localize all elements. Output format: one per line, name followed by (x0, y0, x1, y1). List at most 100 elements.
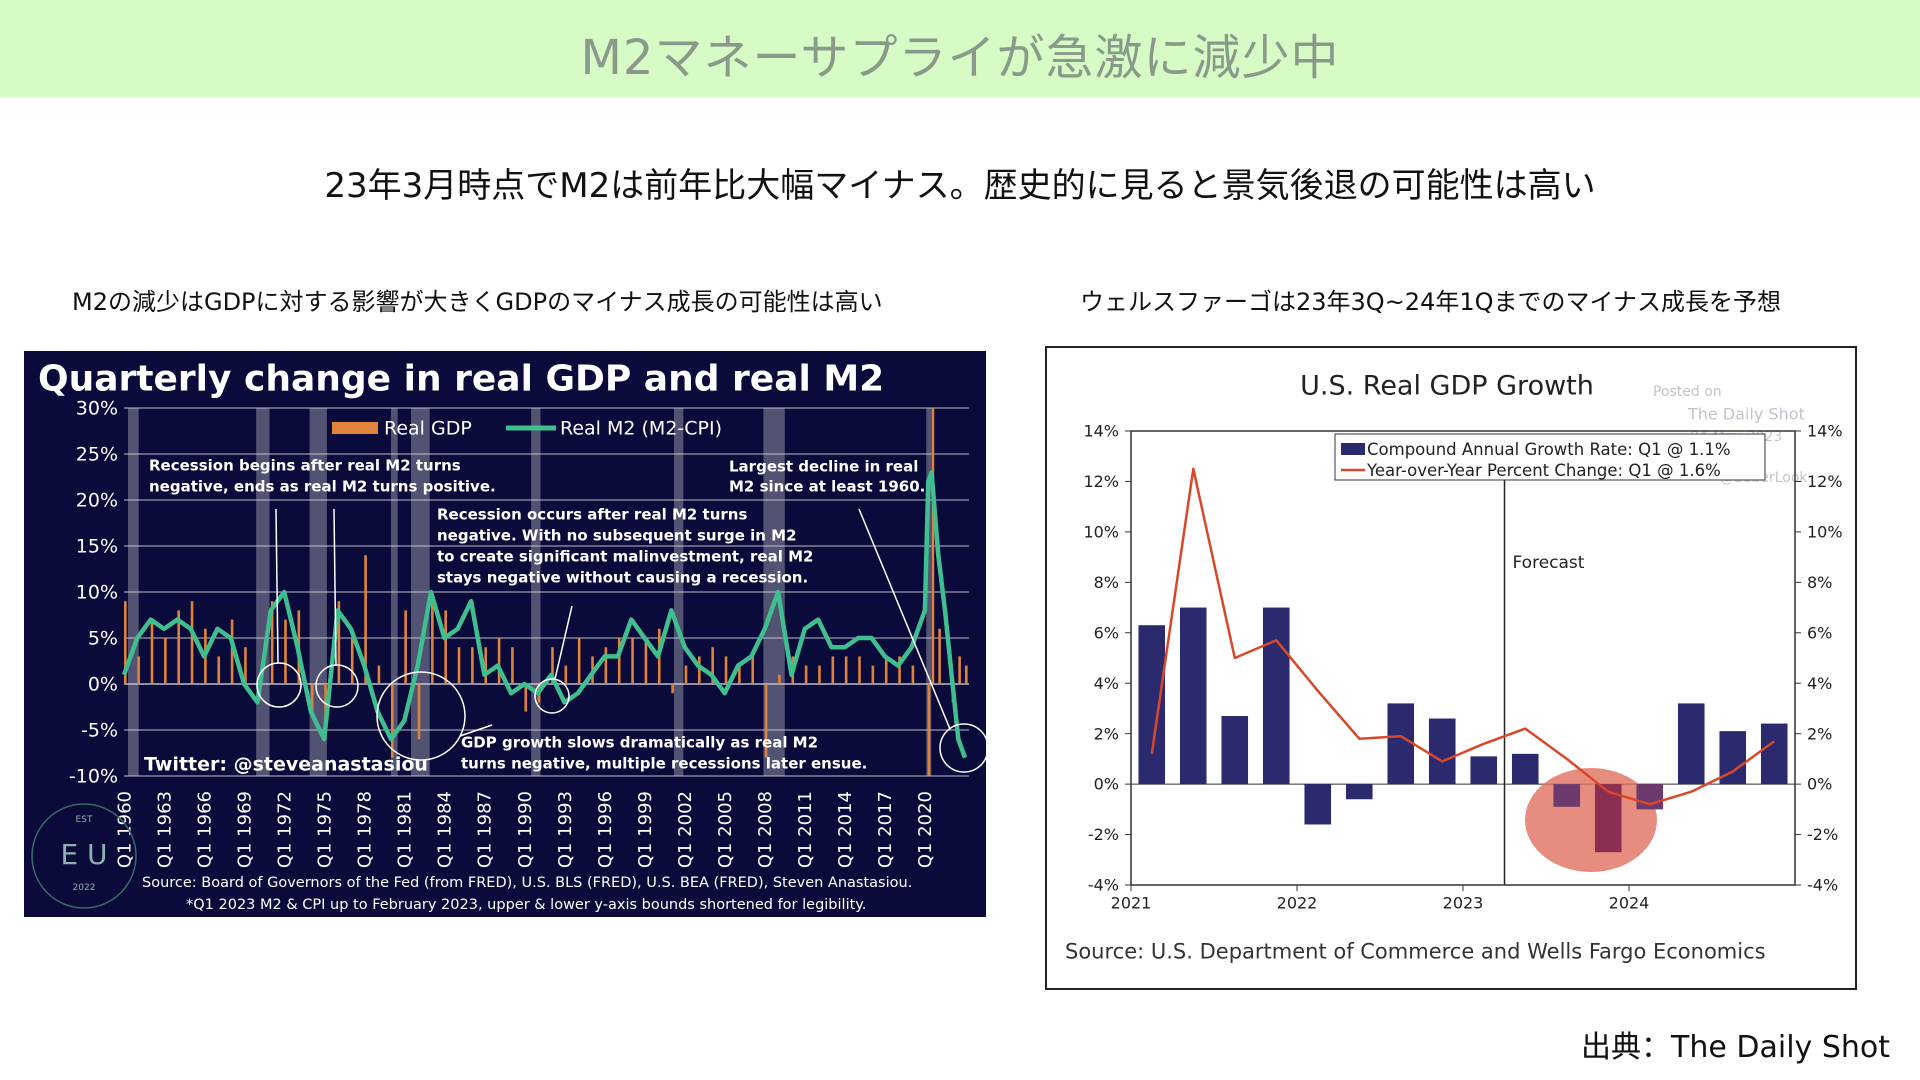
gdp-bar-45 (724, 656, 728, 684)
legend-gdp-label: Real GDP (384, 418, 472, 440)
x-tick-19: Q1 2017 (875, 791, 896, 868)
gdp-bar-56 (871, 665, 875, 684)
watermark-line-2: The Daily Shot (1687, 405, 1805, 424)
gdp-bar-52 (818, 665, 821, 684)
x-tick-8: Q1 1984 (435, 791, 456, 868)
twitter-handle: Twitter: @steveanastasiou (144, 754, 428, 776)
gdp-bar-5 (190, 601, 194, 684)
x-tick-17: Q1 2011 (795, 791, 816, 868)
watermark-line-1: Posted on (1653, 384, 1722, 400)
gdp-bar-30 (524, 684, 528, 712)
gdp-bar-34 (577, 638, 581, 684)
us-real-gdp-chart: U.S. Real GDP Growth Posted on The Daily… (1065, 370, 1843, 963)
pointer-line-1 (275, 508, 279, 664)
x-tick-1: Q1 1963 (154, 791, 175, 868)
pointer-line-4 (858, 508, 951, 730)
x-tick-6: Q1 1978 (355, 791, 376, 868)
right-y-tick-4: 6% (1807, 623, 1832, 642)
y-tick-8: -10% (69, 766, 118, 788)
gdp-bar-11 (270, 601, 274, 684)
right-y-tick-7: 0% (1807, 775, 1832, 794)
right-y-axis-ticks: 14% 12% 10% 8% 6% 4% 2% 0% -2% -4% (1795, 422, 1843, 895)
gdp-bar-36 (604, 647, 608, 684)
gdp-bar-60 (927, 684, 931, 776)
left-y-tick-6: 2% (1094, 724, 1119, 743)
growth-bar-8 (1470, 756, 1498, 785)
x-tick-3: Q1 1969 (234, 791, 255, 868)
growth-bar-3 (1262, 607, 1290, 785)
right-y-tick-9: -4% (1807, 876, 1838, 895)
callout-circle-2023 (939, 723, 986, 773)
x-tick-14: Q1 2002 (675, 791, 696, 868)
gdp-bar-57 (884, 656, 888, 684)
gdp-bar-24 (444, 610, 447, 684)
gdp-bar-46 (738, 665, 741, 684)
annotation-recession-occurs-3: to create significant malinvestment, rea… (437, 547, 813, 565)
x-axis-ticks: 2021 2022 2023 2024 (1111, 885, 1649, 913)
logo-year: 2022 (73, 883, 96, 893)
gdp-bar-42 (684, 665, 688, 684)
y-tick-0: 30% (76, 398, 118, 420)
growth-rate-bars (1138, 607, 1788, 853)
left-chart-footnote: *Q1 2023 M2 & CPI up to February 2023, u… (186, 897, 866, 913)
gdp-bar-65 (964, 665, 968, 684)
footer-source: 出典：The Daily Shot (1581, 1030, 1890, 1065)
x-tick-4: Q1 1972 (274, 791, 295, 868)
left-y-tick-0: 14% (1083, 422, 1119, 441)
gdp-m2-chart: 30%25%20%15%10%5%0%-5%-10% Q1 1960 Q1 196… (31, 359, 986, 913)
x-tick-10: Q1 1990 (515, 791, 536, 868)
gdp-bar-9 (244, 647, 247, 684)
x-tick-2: Q1 1966 (194, 791, 215, 868)
y-tick-4: 10% (76, 582, 118, 604)
gdp-bar-54 (844, 656, 848, 684)
x-tick-13: Q1 1999 (635, 791, 656, 868)
right-y-tick-2: 10% (1807, 522, 1843, 541)
gdp-bar-19 (377, 665, 381, 684)
right-chart-title: U.S. Real GDP Growth (1300, 370, 1594, 401)
pointer-line-2 (333, 508, 337, 666)
gdp-bar-2 (150, 619, 154, 684)
growth-bar-9 (1511, 753, 1539, 785)
x-tick-5: Q1 1975 (315, 791, 336, 868)
left-y-tick-5: 4% (1094, 674, 1119, 693)
annotation-recession-occurs-1: Recession occurs after real M2 turns (437, 505, 747, 523)
x-tick-15: Q1 2005 (715, 791, 736, 868)
yoy-line (1150, 467, 1776, 806)
right-y-tick-3: 8% (1807, 573, 1832, 592)
gdp-bar-1 (137, 656, 140, 684)
annotation-recession-begins-1: Recession begins after real M2 turns (149, 456, 461, 474)
gdp-bar-23 (431, 601, 434, 684)
right-y-tick-1: 12% (1807, 472, 1843, 491)
gdp-bar-39 (644, 638, 648, 684)
left-y-tick-8: -2% (1088, 825, 1119, 844)
gdp-bar-49 (778, 674, 781, 684)
gdp-bar-48 (764, 684, 768, 758)
left-y-tick-2: 10% (1083, 522, 1119, 541)
annotation-largest-decline-2: M2 since at least 1960. (729, 477, 925, 495)
annotation-gdp-slows-2: turns negative, multiple recessions late… (461, 754, 867, 772)
logo-letters: E U (60, 838, 107, 871)
left-y-tick-3: 8% (1094, 573, 1119, 592)
y-tick-7: -5% (81, 720, 118, 742)
y-tick-5: 5% (88, 628, 118, 650)
left-y-tick-9: -4% (1088, 876, 1119, 895)
gdp-bar-17 (350, 638, 354, 684)
forecast-label: Forecast (1513, 553, 1585, 573)
exu-logo: EST E U 2022 (31, 803, 137, 909)
logo-est: EST (76, 815, 93, 825)
growth-bar-15 (1760, 723, 1788, 785)
left-y-axis-ticks: 14% 12% 10% 8% 6% 4% 2% 0% -2% -4% (1083, 422, 1131, 895)
m2-line (121, 470, 968, 759)
growth-bar-0 (1138, 625, 1166, 785)
x-tick-0: 2021 (1111, 894, 1152, 913)
gdp-bar-26 (471, 647, 474, 684)
left-chart-source: Source: Board of Governors of the Fed (f… (142, 875, 912, 891)
legend-gdp-swatch (332, 422, 378, 434)
gdp-bar-22 (417, 684, 421, 740)
growth-bar-13 (1677, 703, 1705, 785)
callout-circle-1969 (256, 662, 302, 708)
gdp-bar-61 (931, 408, 935, 684)
gdp-bar-28 (497, 638, 501, 684)
page-subtitle: 23年3月時点でM2は前年比大幅マイナス。歴史的に見ると景気後退の可能性は高い (324, 166, 1596, 206)
gdp-bar-7 (217, 656, 221, 684)
